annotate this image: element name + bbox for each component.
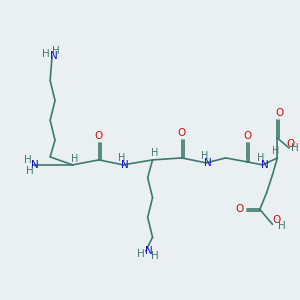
Text: N: N bbox=[31, 160, 38, 170]
Text: H: H bbox=[278, 221, 286, 231]
Text: H: H bbox=[151, 148, 158, 158]
Text: H: H bbox=[272, 146, 279, 156]
Text: N: N bbox=[261, 160, 268, 170]
Text: H: H bbox=[71, 154, 78, 164]
Text: H: H bbox=[42, 49, 50, 59]
Text: O: O bbox=[243, 131, 251, 141]
Text: H: H bbox=[137, 249, 145, 259]
Text: H: H bbox=[257, 153, 265, 163]
Text: O: O bbox=[95, 131, 103, 141]
Text: H: H bbox=[291, 143, 299, 153]
Text: H: H bbox=[118, 153, 125, 163]
Text: H: H bbox=[151, 251, 158, 261]
Text: H: H bbox=[24, 155, 32, 165]
Text: N: N bbox=[122, 160, 129, 170]
Text: O: O bbox=[272, 215, 281, 225]
Text: O: O bbox=[235, 204, 244, 214]
Text: N: N bbox=[145, 246, 152, 256]
Text: H: H bbox=[52, 46, 60, 56]
Text: O: O bbox=[178, 128, 186, 138]
Text: N: N bbox=[204, 158, 212, 168]
Text: N: N bbox=[50, 51, 58, 61]
Text: H: H bbox=[26, 166, 34, 176]
Text: O: O bbox=[286, 139, 294, 149]
Text: O: O bbox=[275, 108, 284, 118]
Text: H: H bbox=[201, 151, 208, 161]
